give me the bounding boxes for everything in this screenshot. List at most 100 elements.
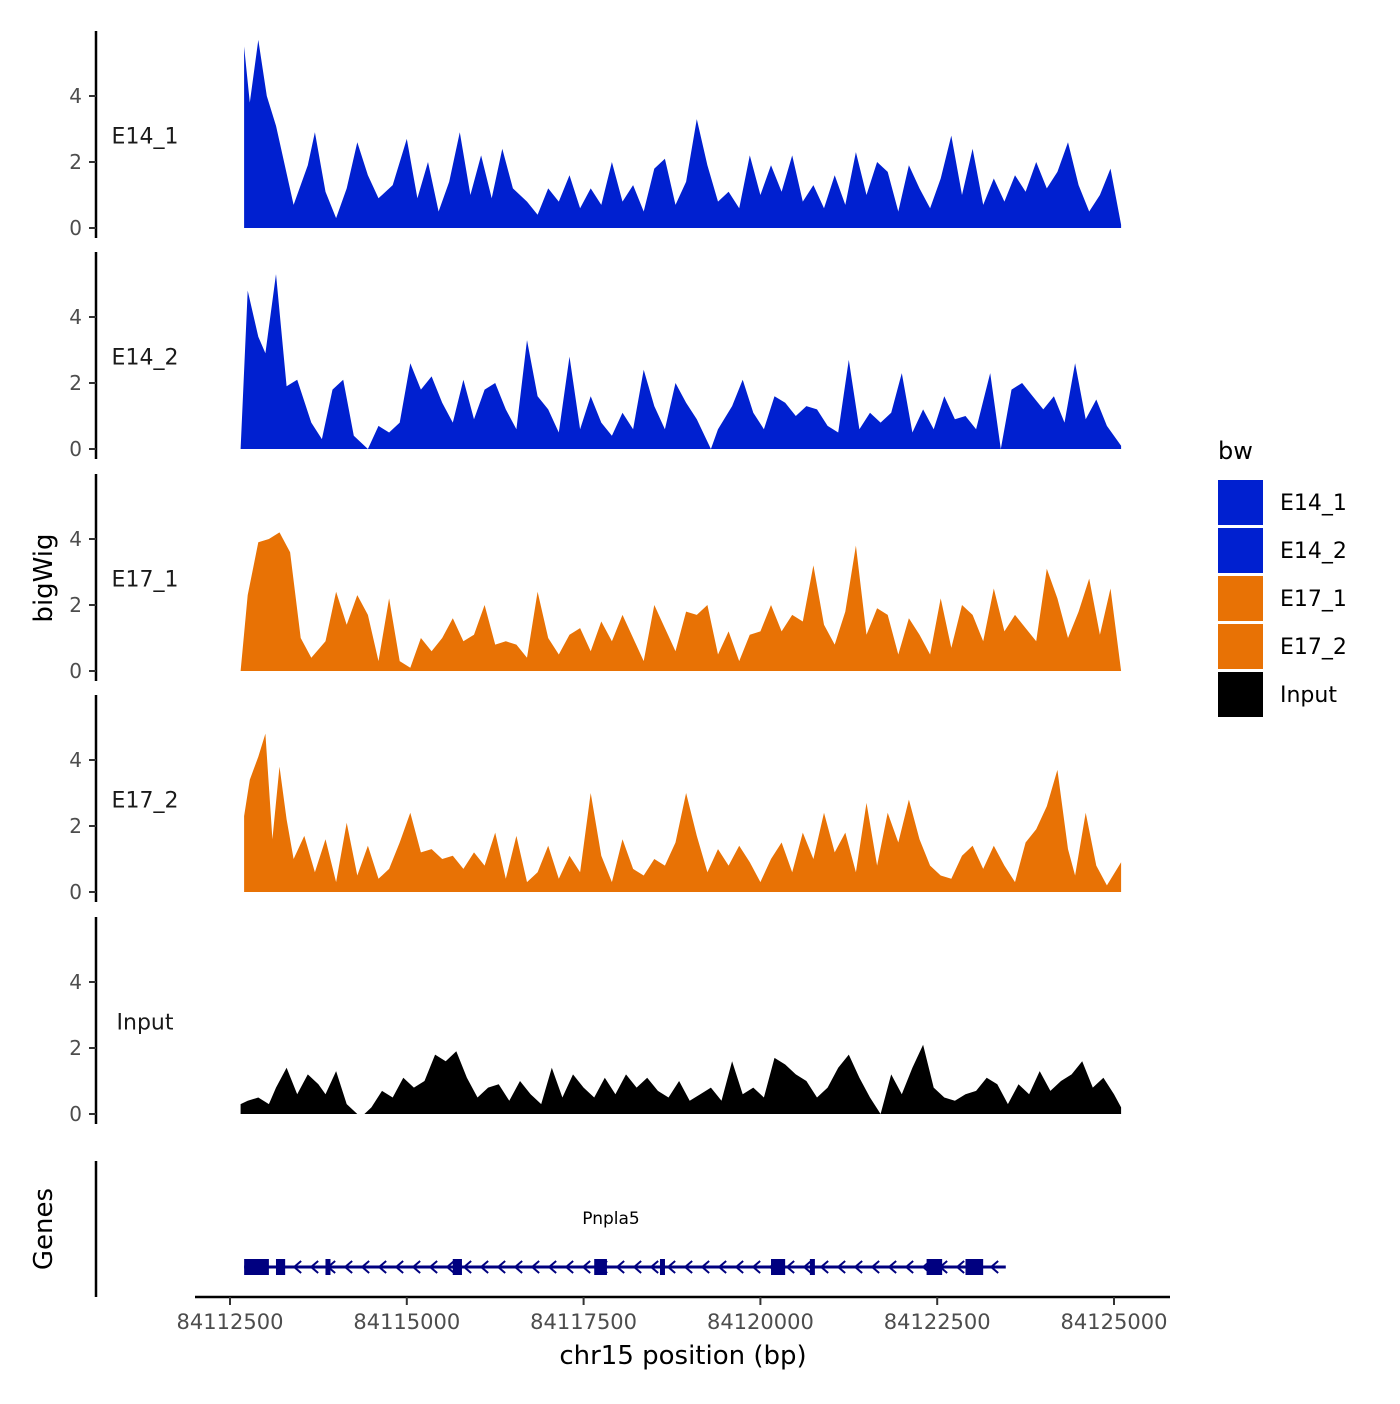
strand-arrow (785, 1260, 795, 1274)
legend-swatch-input (1218, 672, 1263, 717)
y-tick-label: 2 (69, 150, 82, 174)
y-tick-label: 2 (69, 814, 82, 838)
strand-arrow (496, 1260, 506, 1274)
legend-label-e17_2: E17_2 (1280, 635, 1347, 660)
legend-swatch-e14_1 (1218, 480, 1263, 525)
strand-arrow (870, 1260, 880, 1274)
y-tick-label: 0 (69, 216, 82, 240)
exon-block (244, 1259, 269, 1275)
strand-arrow (683, 1260, 693, 1274)
exon-block (771, 1259, 786, 1275)
strand-arrow (309, 1260, 319, 1274)
y-tick-label: 0 (69, 437, 82, 461)
legend-swatch-e17_2 (1218, 624, 1263, 669)
legend-label-input: Input (1280, 683, 1337, 708)
strand-arrow (360, 1260, 370, 1274)
x-axis: 84112500 84115000 84117500 84120000 84122500… (177, 1295, 1170, 1334)
strand-arrow (989, 1260, 999, 1274)
strand-arrow (649, 1260, 659, 1274)
y-axis-title: bigWig (29, 533, 59, 622)
panel-label-e14_2: E14_2 (112, 346, 179, 371)
y-tick-label: 4 (69, 748, 82, 772)
legend-swatch-e14_2 (1218, 528, 1263, 573)
exon-block (594, 1259, 607, 1275)
strand-arrow (904, 1260, 914, 1274)
y-tick-label: 0 (69, 659, 82, 683)
strand-arrow (751, 1260, 761, 1274)
legend-swatch-e17_1 (1218, 576, 1263, 621)
signal-area-e14_1 (244, 39, 1122, 229)
strand-arrow (547, 1260, 557, 1274)
strand-arrow (445, 1260, 455, 1274)
strand-arrow (581, 1260, 591, 1274)
strand-arrow (836, 1260, 846, 1274)
exon-block (659, 1259, 665, 1275)
track-panel-input: 0 2 4 Input (69, 917, 1122, 1126)
track-panel-e17_2: 0 2 4 E17_2 (69, 695, 1122, 904)
track-panel-e17_1: 0 2 4 E17_1 (69, 474, 1122, 683)
x-axis-title: chr15 position (bp) (559, 1341, 806, 1371)
panel-label-e14_1: E14_1 (112, 125, 179, 150)
legend-label-e14_2: E14_2 (1280, 539, 1347, 564)
signal-area-e14_2 (240, 274, 1122, 449)
strand-arrow (530, 1260, 540, 1274)
y-tick-label: 4 (69, 970, 82, 994)
strand-arrow (394, 1260, 404, 1274)
strand-arrow (632, 1260, 642, 1274)
strand-arrow (666, 1260, 676, 1274)
x-tick-label: 84120000 (707, 1310, 814, 1334)
x-tick-label: 84117500 (530, 1310, 637, 1334)
x-tick-label: 84112500 (177, 1310, 284, 1334)
strand-arrow (564, 1260, 574, 1274)
strand-arrow (513, 1260, 523, 1274)
genes-axis-title: Genes (29, 1188, 59, 1270)
signal-area-e17_1 (240, 532, 1122, 671)
y-tick-label: 4 (69, 527, 82, 551)
y-tick-label: 0 (69, 1102, 82, 1126)
y-tick-label: 2 (69, 593, 82, 617)
x-tick-label: 84125000 (1061, 1310, 1168, 1334)
strand-arrow (853, 1260, 863, 1274)
legend-title: bw (1218, 437, 1253, 465)
strand-arrow (955, 1260, 965, 1274)
exon-block (809, 1259, 815, 1275)
exon-block (926, 1259, 943, 1275)
panel-label-e17_2: E17_2 (112, 789, 179, 814)
y-tick-label: 4 (69, 84, 82, 108)
x-tick-label: 84122500 (884, 1310, 991, 1334)
strand-arrow (411, 1260, 421, 1274)
signal-area-input (240, 1044, 1122, 1114)
track-panels: 0 2 4 E14_1 0 2 4 E14_2 0 2 4 E17_1 0 2 4 E17_2 0 2 4 Input (69, 31, 1122, 1126)
strand-arrow (292, 1260, 302, 1274)
strand-arrow (887, 1260, 897, 1274)
exon-block (452, 1259, 462, 1275)
exon-block (325, 1259, 331, 1275)
track-panel-e14_1: 0 2 4 E14_1 (69, 31, 1122, 240)
strand-arrow (734, 1260, 744, 1274)
panel-label-e17_1: E17_1 (112, 568, 179, 593)
track-panel-e14_2: 0 2 4 E14_2 (69, 252, 1122, 461)
strand-arrow (717, 1260, 727, 1274)
strand-arrow (802, 1260, 812, 1274)
strand-arrow (700, 1260, 710, 1274)
y-tick-label: 2 (69, 1036, 82, 1060)
y-tick-label: 2 (69, 371, 82, 395)
legend: bw E14_1 E14_2 E17_1 E17_2 Input (1218, 437, 1347, 717)
strand-arrow (462, 1260, 472, 1274)
y-tick-label: 0 (69, 880, 82, 904)
strand-arrow (377, 1260, 387, 1274)
gene-label: Pnpla5 (582, 1209, 639, 1229)
strand-arrow (479, 1260, 489, 1274)
legend-label-e14_1: E14_1 (1280, 491, 1347, 516)
genes-track: Pnpla5 (94, 1161, 1006, 1297)
strand-arrow (819, 1260, 829, 1274)
legend-label-e17_1: E17_1 (1280, 587, 1347, 612)
panel-label-input: Input (117, 1011, 174, 1036)
signal-area-e17_2 (244, 733, 1122, 892)
x-tick-label: 84115000 (353, 1310, 460, 1334)
strand-arrow (615, 1260, 625, 1274)
strand-arrow (428, 1260, 438, 1274)
exon-block (275, 1259, 286, 1275)
